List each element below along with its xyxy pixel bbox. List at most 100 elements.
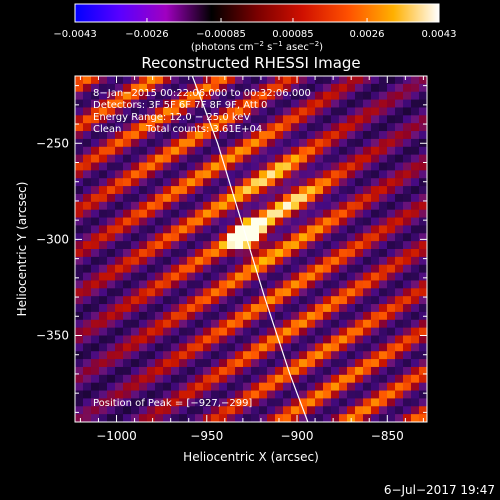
heatmap-cell [259,123,268,132]
heatmap-cell [251,390,260,399]
heatmap-cell [307,170,316,179]
heatmap-cell [227,366,236,376]
heatmap-cell [387,288,396,297]
heatmap-cell [331,390,340,399]
heatmap-cell [187,225,196,234]
heatmap-cell [355,280,364,289]
heatmap-cell [75,256,84,266]
heatmap-cell [123,186,132,195]
heatmap-cell [387,390,396,399]
heatmap-cell [331,343,340,352]
x-axis: −1000 −950 −900 −850 [79,76,424,443]
heatmap-cell [259,359,268,368]
heatmap-cell [147,178,156,187]
heatmap-cell [83,162,92,171]
heatmap-cell [171,225,180,234]
heatmap-cell [355,406,364,415]
heatmap-cell [211,131,220,140]
heatmap-cell [139,170,148,179]
heatmap-cell [275,123,284,132]
heatmap-cell [187,374,196,384]
heatmap-cell [395,335,404,344]
heatmap-cell [395,390,404,399]
heatmap-cell [227,107,236,116]
heatmap-cell [307,115,316,124]
heatmap-cell [379,304,388,313]
heatmap-cell [251,406,260,415]
heatmap-cell [91,170,100,179]
heatmap-cell [411,178,420,187]
heatmap-cell [219,327,228,336]
chart-title: Reconstructed RHESSI Image [141,54,360,72]
heatmap-cell [307,398,316,407]
heatmap-cell [307,131,316,140]
heatmap-cell [251,398,260,407]
heatmap-cell [371,123,380,132]
heatmap-cell [211,201,220,211]
heatmap-cell [115,335,124,344]
heatmap-cell [323,225,332,234]
heatmap-cell [323,138,332,148]
heatmap-cell [123,406,132,415]
heatmap-cell [315,351,324,360]
heatmap-cell [411,311,420,321]
heatmap-cell [283,162,292,171]
heatmap-cell [179,217,188,226]
heatmap-cell [355,319,364,329]
heatmap-cell [395,233,404,242]
heatmap-cell [411,256,420,266]
heatmap-cell [123,131,132,140]
heatmap-cell [187,154,196,163]
heatmap-cell [363,99,372,108]
heatmap-cell [171,359,180,368]
heatmap-cell [419,304,427,313]
heatmap-cell [99,256,108,266]
heatmap-cell [123,83,132,93]
heatmap-cell [243,359,252,368]
heatmap-cell [147,123,156,132]
heatmap-cell [251,209,260,219]
heatmap-cell [155,107,164,116]
heatmap-cell [131,288,140,297]
heatmap-cell [363,280,372,289]
heatmap-cell [155,233,164,242]
heatmap-cell [259,170,268,179]
heatmap-cell [291,146,300,156]
heatmap-cell [147,390,156,399]
heatmap-cell [371,343,380,352]
heatmap-cell [251,138,260,148]
heatmap-cell [411,414,420,422]
heatmap-cell [379,327,388,336]
heatmap-cell [227,414,236,422]
heatmap-cell [83,178,92,187]
heatmap-cell [219,170,228,179]
heatmap-cell [99,264,108,274]
heatmap-cell [307,178,316,187]
heatmap-cell [123,256,132,266]
heatmap-cell [139,311,148,321]
heatmap-cell [243,280,252,289]
heatmap-cell [115,366,124,376]
heatmap-cell [251,249,260,258]
heatmap-cell [75,327,84,336]
heatmap-cell [203,256,212,266]
heatmap-cell [171,304,180,313]
heatmap-cell [299,264,308,274]
heatmap-cell [419,170,427,179]
heatmap-cell [187,217,196,226]
heatmap-cell [363,272,372,281]
heatmap-cell [283,382,292,392]
heatmap-cell [291,115,300,124]
heatmap-cell [179,154,188,163]
heatmap-cell [227,351,236,360]
heatmap-cell [275,138,284,148]
heatmap-cell [187,382,196,392]
heatmap-cell [355,351,364,360]
heatmap-cell [347,76,356,85]
heatmap-cell [227,256,236,266]
heatmap-cell [419,146,427,156]
heatmap-cell [155,154,164,163]
heatmap-cell [115,327,124,336]
heatmap-cell [203,107,212,116]
heatmap-cell [219,311,228,321]
